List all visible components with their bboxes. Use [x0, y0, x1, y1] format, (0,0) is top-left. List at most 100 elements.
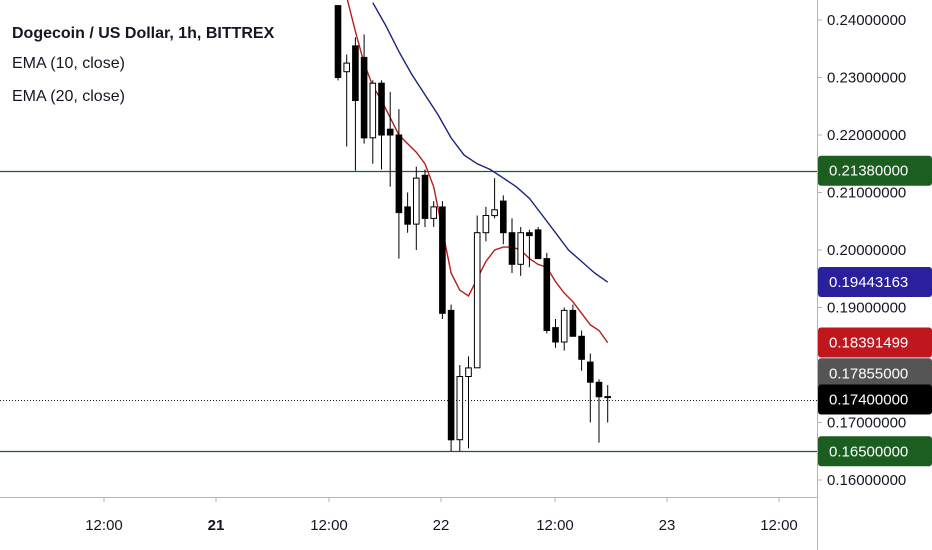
candle	[413, 166, 420, 250]
candle-body-down	[526, 232, 533, 237]
candle	[473, 215, 481, 369]
candle-body-down	[395, 134, 403, 214]
candle	[334, 5, 342, 81]
candle	[595, 379, 603, 443]
candle	[386, 91, 394, 187]
candle	[482, 206, 490, 242]
price-tag-last: 0.17400000	[818, 384, 932, 415]
candle-body-down	[552, 327, 559, 343]
candle-body-up	[343, 62, 350, 73]
price-tag-support-low: 0.16500000	[818, 436, 932, 467]
candle	[491, 178, 498, 219]
candle-body-down	[543, 258, 551, 332]
price-tag-label: 0.16500000	[829, 443, 908, 460]
x-tick-label: 12:00	[85, 517, 123, 534]
candle-body-down	[352, 45, 359, 101]
candle	[587, 353, 594, 423]
candle	[578, 330, 585, 371]
price-axis[interactable]: 0.24000000 0.23000000 0.22000000 0.21000000…	[817, 12, 906, 489]
x-tick-label: 21	[208, 517, 225, 534]
candle	[456, 365, 464, 452]
price-tag-label: 0.17400000	[829, 392, 908, 409]
candles-layer	[334, 5, 612, 452]
candle-body-down	[360, 56, 368, 139]
candle-body-up	[473, 232, 481, 369]
x-tick-label: 22	[433, 517, 450, 534]
price-tag-label: 0.17855000	[829, 365, 908, 382]
candle-body-down	[334, 5, 342, 79]
candle	[500, 195, 507, 245]
candle	[369, 80, 377, 164]
price-tags-layer: 0.21380000 0.19443163 0.18391499 0.17855000…	[818, 155, 932, 467]
candle	[447, 304, 455, 452]
x-tick-label: 12:00	[760, 517, 798, 534]
candle	[404, 192, 411, 233]
y-tick-label: 0.17000000	[827, 415, 906, 432]
candle	[378, 80, 385, 170]
price-tag-label: 0.21380000	[829, 163, 908, 180]
price-tag-prev: 0.17855000	[818, 358, 932, 389]
y-tick-label: 0.22000000	[827, 127, 906, 144]
y-tick-label: 0.23000000	[827, 70, 906, 87]
candle-body-down	[439, 206, 446, 314]
candle-body-up	[491, 209, 498, 217]
price-tag-support-high: 0.21380000	[818, 155, 932, 186]
candle	[465, 356, 472, 449]
x-tick-label: 12:00	[310, 517, 348, 534]
candle	[421, 169, 429, 227]
candle	[604, 385, 612, 423]
candle-body-up	[456, 376, 464, 441]
price-tag-background	[818, 358, 932, 389]
price-tag-background	[818, 436, 932, 467]
price-tag-label: 0.18391499	[829, 335, 908, 352]
candle	[560, 307, 568, 351]
ema20-line	[372, 2, 609, 283]
candle-body-down	[378, 82, 385, 136]
y-tick-label: 0.16000000	[827, 472, 906, 489]
candle-body-down	[421, 174, 429, 219]
candle-body-down	[587, 361, 594, 383]
legend-ema20[interactable]: EMA (20, close)	[12, 88, 125, 105]
legend-ema10[interactable]: EMA (10, close)	[12, 55, 125, 72]
candle-body-up	[560, 309, 568, 343]
candle-body-up	[465, 367, 472, 377]
candle	[526, 229, 533, 268]
chart-legend: Dogecoin / US Dollar, 1h, BITTREX EMA (1…	[12, 25, 275, 105]
y-tick-label: 0.21000000	[827, 185, 906, 202]
time-axis[interactable]: 12:00 21 12:00 22 12:00 23 12:00	[85, 497, 798, 534]
candle	[543, 252, 551, 334]
candle	[517, 227, 525, 276]
candle	[343, 54, 350, 147]
y-tick-label: 0.19000000	[827, 300, 906, 317]
candle	[569, 304, 577, 337]
price-tag-label: 0.19443163	[829, 274, 908, 291]
price-tag-background	[818, 155, 932, 186]
candle	[508, 218, 516, 273]
candle-body-up	[482, 215, 490, 234]
candle-body-up	[369, 82, 377, 139]
candle-body-up	[413, 177, 420, 225]
chart-title: Dogecoin / US Dollar, 1h, BITTREX	[12, 25, 275, 42]
candle	[395, 109, 403, 259]
y-tick-label: 0.24000000	[827, 12, 906, 29]
candle	[360, 34, 368, 144]
candle-body-up	[430, 206, 437, 219]
candle-body-down	[447, 309, 455, 441]
plot-area[interactable]	[0, 0, 817, 497]
candle-body-down	[569, 309, 577, 337]
horizontal-lines-layer[interactable]	[0, 170, 817, 453]
candle-body-down	[534, 229, 542, 260]
candle-body-down	[508, 232, 516, 265]
candle-body-up	[604, 396, 612, 399]
price-tag-ema20: 0.19443163	[818, 267, 932, 297]
price-tag-ema10: 0.18391499	[818, 327, 932, 358]
candle-body-down	[500, 200, 507, 234]
x-tick-label: 12:00	[536, 517, 574, 534]
candle-body-down	[578, 335, 585, 360]
candle-body-down	[595, 381, 603, 398]
price-tag-background	[818, 327, 932, 358]
candle-body-down	[404, 206, 411, 225]
candle	[352, 37, 359, 171]
candle	[534, 227, 542, 260]
